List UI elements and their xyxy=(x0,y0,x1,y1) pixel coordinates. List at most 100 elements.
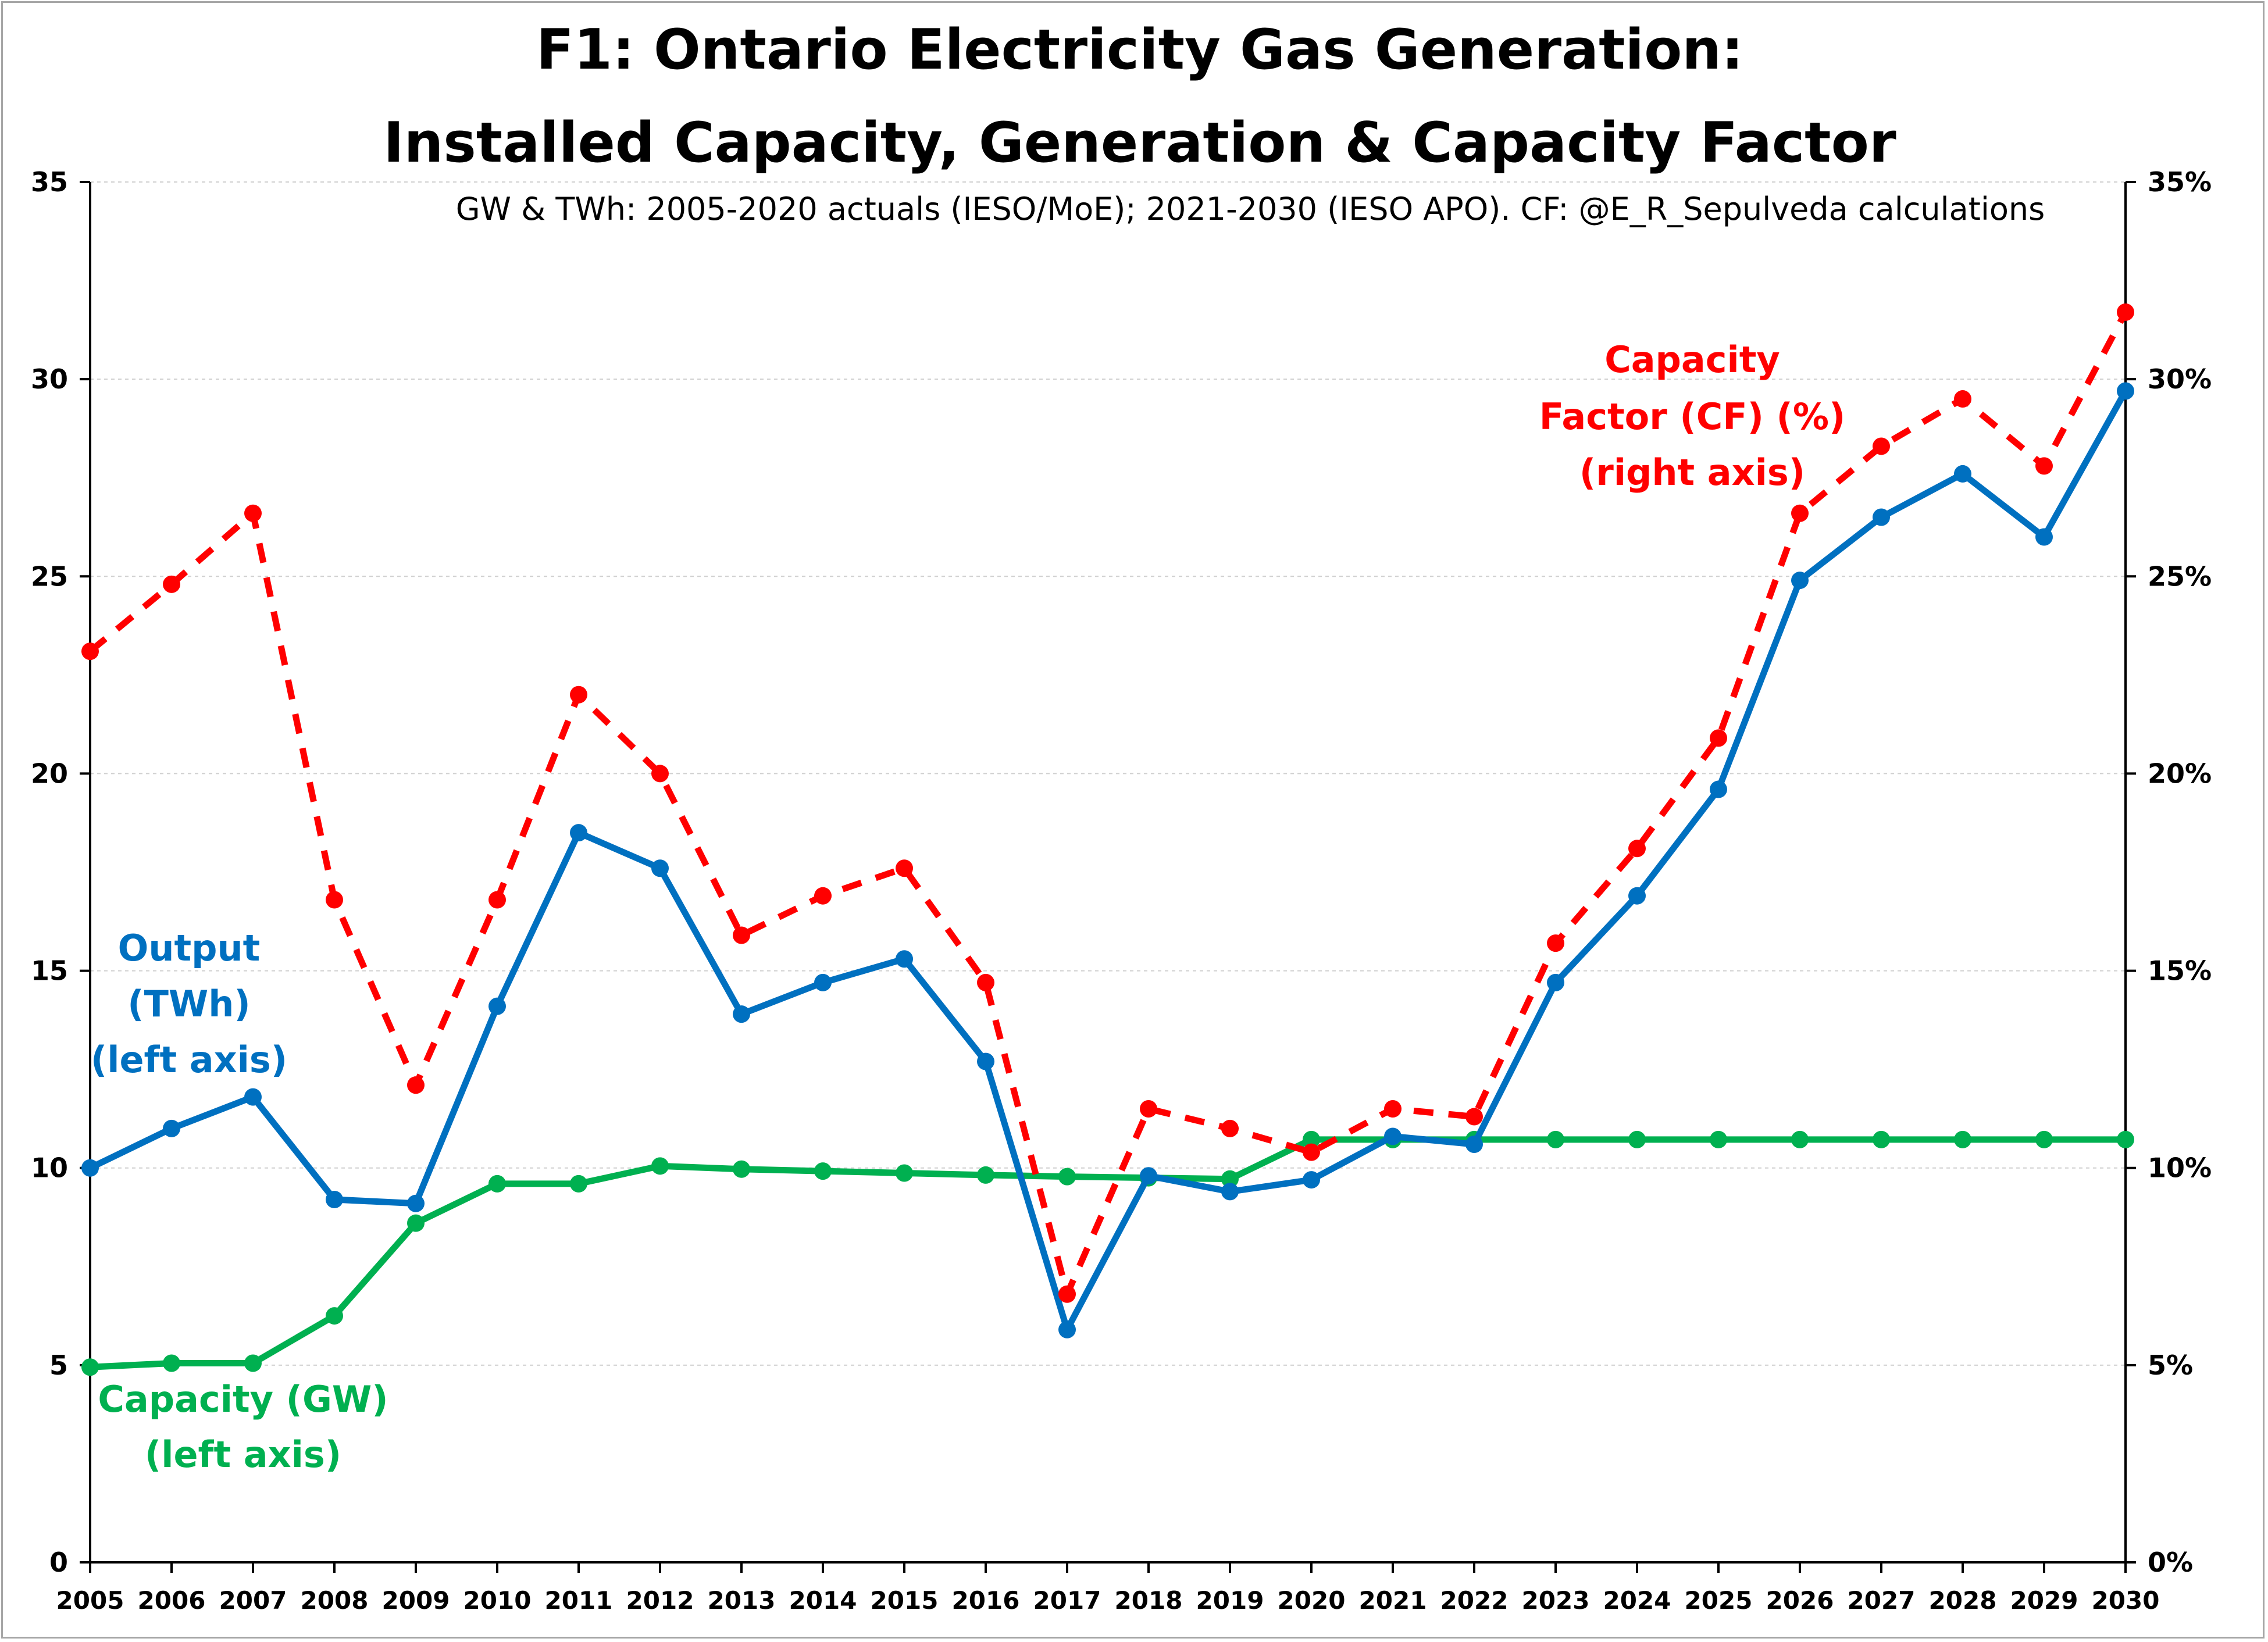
x-tick-label: 2023 xyxy=(1522,1586,1590,1615)
data-point-output xyxy=(2117,382,2134,400)
x-tick-label: 2019 xyxy=(1196,1586,1264,1615)
annotation-cf-line3: (right axis) xyxy=(1579,451,1805,494)
data-point-capacity xyxy=(1791,1130,1809,1148)
x-tick-label: 2012 xyxy=(626,1586,694,1615)
left-tick-label: 20 xyxy=(31,758,68,789)
data-point-output xyxy=(488,997,506,1015)
x-tick-label: 2024 xyxy=(1603,1586,1671,1615)
series-layer xyxy=(81,303,2134,1376)
data-point-output xyxy=(814,973,832,991)
data-point-capacity xyxy=(1873,1130,1890,1148)
x-tick-label: 2005 xyxy=(56,1586,124,1615)
chart-title-line1: F1: Ontario Electricity Gas Generation: xyxy=(536,18,1743,82)
data-point-capacity xyxy=(1058,1168,1076,1186)
left-tick-label: 30 xyxy=(31,363,68,395)
left-tick-label: 5 xyxy=(49,1350,68,1381)
x-tick-label: 2011 xyxy=(545,1586,613,1615)
x-tick-label: 2030 xyxy=(2092,1586,2160,1615)
data-point-output xyxy=(1465,1136,1483,1154)
gridlines xyxy=(90,181,2126,1366)
annotation-output-line3: (left axis) xyxy=(91,1038,287,1081)
data-point-capacity xyxy=(163,1354,180,1372)
data-point-cf xyxy=(1140,1100,1157,1118)
right-tick-label: 35% xyxy=(2148,166,2212,198)
left-tick-label: 0 xyxy=(49,1547,68,1578)
annotation-output: Output (TWh) (left axis) xyxy=(91,927,287,1081)
data-point-output xyxy=(1221,1183,1239,1201)
x-tick-label: 2026 xyxy=(1766,1586,1834,1615)
data-point-cf xyxy=(570,686,587,704)
data-point-output xyxy=(326,1190,343,1208)
annotation-output-line2: (TWh) xyxy=(127,983,251,1025)
x-tick-label: 2028 xyxy=(1929,1586,1997,1615)
data-point-capacity xyxy=(1303,1130,1320,1148)
x-tick-label: 2008 xyxy=(301,1586,369,1615)
data-point-capacity xyxy=(488,1175,506,1193)
annotation-output-line1: Output xyxy=(118,927,261,969)
data-point-capacity xyxy=(733,1160,750,1178)
data-point-output xyxy=(1140,1167,1157,1185)
data-point-cf xyxy=(651,765,669,783)
left-tick-label: 10 xyxy=(31,1152,68,1184)
data-point-cf xyxy=(1547,934,1564,952)
x-tick-label: 2027 xyxy=(1848,1586,1916,1615)
data-point-cf xyxy=(814,887,832,905)
data-point-output xyxy=(1058,1320,1076,1338)
data-point-output xyxy=(1873,508,1890,526)
x-tick-label: 2015 xyxy=(871,1586,939,1615)
data-point-cf xyxy=(1791,504,1809,522)
annotation-cf: Capacity Factor (CF) (%) (right axis) xyxy=(1539,338,1846,494)
x-tick-label: 2022 xyxy=(1440,1586,1509,1615)
series-line-capacity xyxy=(87,1136,2129,1370)
data-point-output xyxy=(244,1088,262,1106)
data-point-capacity xyxy=(570,1175,587,1193)
right-tick-label: 15% xyxy=(2148,955,2212,987)
data-point-cf xyxy=(488,891,506,909)
data-point-output xyxy=(1303,1171,1320,1189)
x-tick-label: 2021 xyxy=(1359,1586,1427,1615)
right-tick-label: 10% xyxy=(2148,1152,2212,1184)
series-line-output xyxy=(87,387,2129,1333)
data-point-output xyxy=(1710,780,1727,798)
left-tick-label: 25 xyxy=(31,561,68,592)
x-tick-label: 2029 xyxy=(2010,1586,2078,1615)
data-point-cf xyxy=(1384,1100,1402,1118)
x-axis-ticks: 2005 2006 2007 2008 2009 2010 2011 2012 2013 2014… xyxy=(56,1586,2160,1615)
data-point-capacity xyxy=(81,1358,99,1376)
x-tick-label: 2016 xyxy=(952,1586,1020,1615)
data-point-capacity xyxy=(407,1214,425,1232)
data-point-capacity xyxy=(326,1307,343,1325)
data-point-capacity xyxy=(1710,1130,1727,1148)
data-point-capacity xyxy=(1221,1170,1239,1188)
x-tick-label: 2025 xyxy=(1685,1586,1753,1615)
right-tick-label: 0% xyxy=(2148,1547,2193,1578)
data-point-cf xyxy=(326,891,343,909)
data-point-output xyxy=(163,1119,180,1137)
data-point-output xyxy=(407,1194,425,1212)
data-point-capacity xyxy=(244,1354,262,1372)
data-point-output xyxy=(81,1159,99,1177)
data-point-output xyxy=(896,950,913,968)
data-point-capacity xyxy=(1628,1130,1646,1148)
right-tick-label: 5% xyxy=(2148,1350,2193,1381)
data-point-cf xyxy=(733,926,750,944)
right-tick-label: 20% xyxy=(2148,758,2212,789)
x-tick-label: 2017 xyxy=(1033,1586,1101,1615)
data-point-cf xyxy=(1465,1108,1483,1126)
chart-subtitle: GW & TWh: 2005-2020 actuals (IESO/MoE); … xyxy=(456,191,2045,227)
left-tick-label: 35 xyxy=(31,166,68,198)
series-line-cf xyxy=(88,310,2128,1298)
data-point-capacity xyxy=(896,1164,913,1182)
left-tick-label: 15 xyxy=(31,955,68,987)
data-point-cf xyxy=(1710,729,1727,747)
data-point-cf xyxy=(1628,840,1646,858)
x-tick-label: 2020 xyxy=(1278,1586,1346,1615)
right-axis-ticks: 0% 5% 10% 15% 20% 25% 30% 35% xyxy=(2148,166,2212,1578)
right-tick-label: 25% xyxy=(2148,561,2212,592)
data-point-cf xyxy=(407,1076,425,1094)
data-point-capacity xyxy=(2035,1130,2053,1148)
data-point-capacity xyxy=(651,1157,669,1175)
right-tick-label: 30% xyxy=(2148,363,2212,395)
annotation-capacity-line2: (left axis) xyxy=(145,1433,341,1476)
